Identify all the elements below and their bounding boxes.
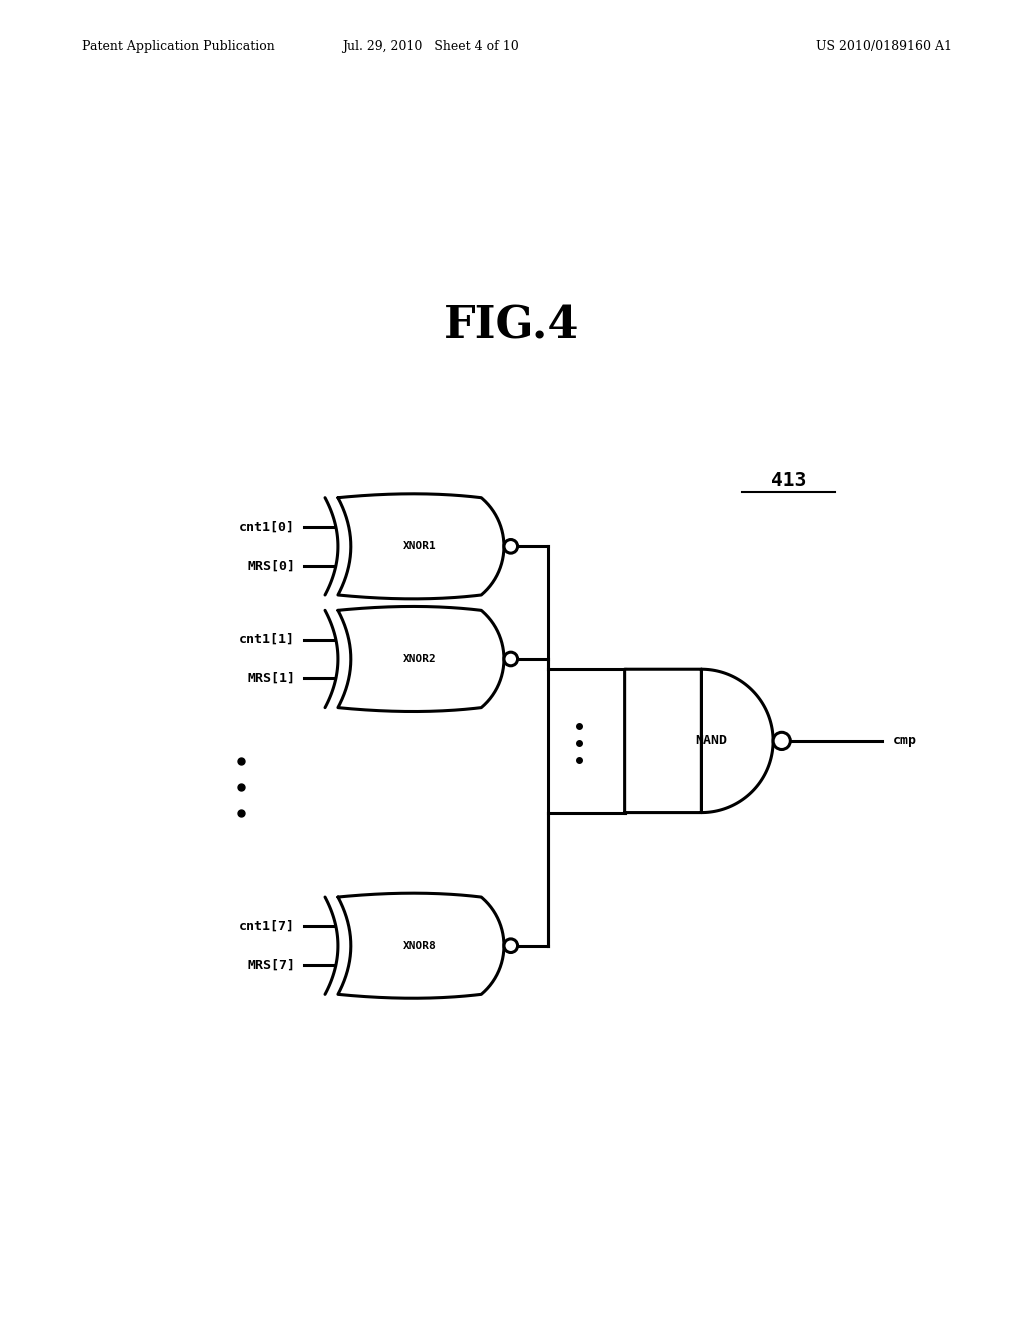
Text: MRS[7]: MRS[7] [248,958,295,972]
Text: cnt1[7]: cnt1[7] [240,920,295,933]
Text: 413: 413 [771,471,806,490]
Text: FIG.4: FIG.4 [444,305,580,347]
Text: cnt1[0]: cnt1[0] [240,520,295,533]
Circle shape [773,733,791,750]
Polygon shape [325,610,338,708]
Circle shape [504,939,517,953]
Polygon shape [325,898,338,994]
Polygon shape [338,894,504,998]
Polygon shape [338,606,504,711]
Text: XNOR2: XNOR2 [403,653,436,664]
Circle shape [504,540,517,553]
Text: cnt1[1]: cnt1[1] [240,634,295,645]
Text: MRS[1]: MRS[1] [248,672,295,685]
Circle shape [504,652,517,665]
Text: NAND: NAND [695,734,728,747]
Text: Patent Application Publication: Patent Application Publication [82,40,274,53]
Text: Jul. 29, 2010   Sheet 4 of 10: Jul. 29, 2010 Sheet 4 of 10 [342,40,518,53]
Text: XNOR8: XNOR8 [403,941,436,950]
Polygon shape [338,494,504,599]
Polygon shape [625,669,773,813]
Text: XNOR1: XNOR1 [403,541,436,552]
Text: MRS[0]: MRS[0] [248,560,295,573]
Text: cmp: cmp [893,734,916,747]
Polygon shape [325,498,338,595]
Text: US 2010/0189160 A1: US 2010/0189160 A1 [816,40,952,53]
